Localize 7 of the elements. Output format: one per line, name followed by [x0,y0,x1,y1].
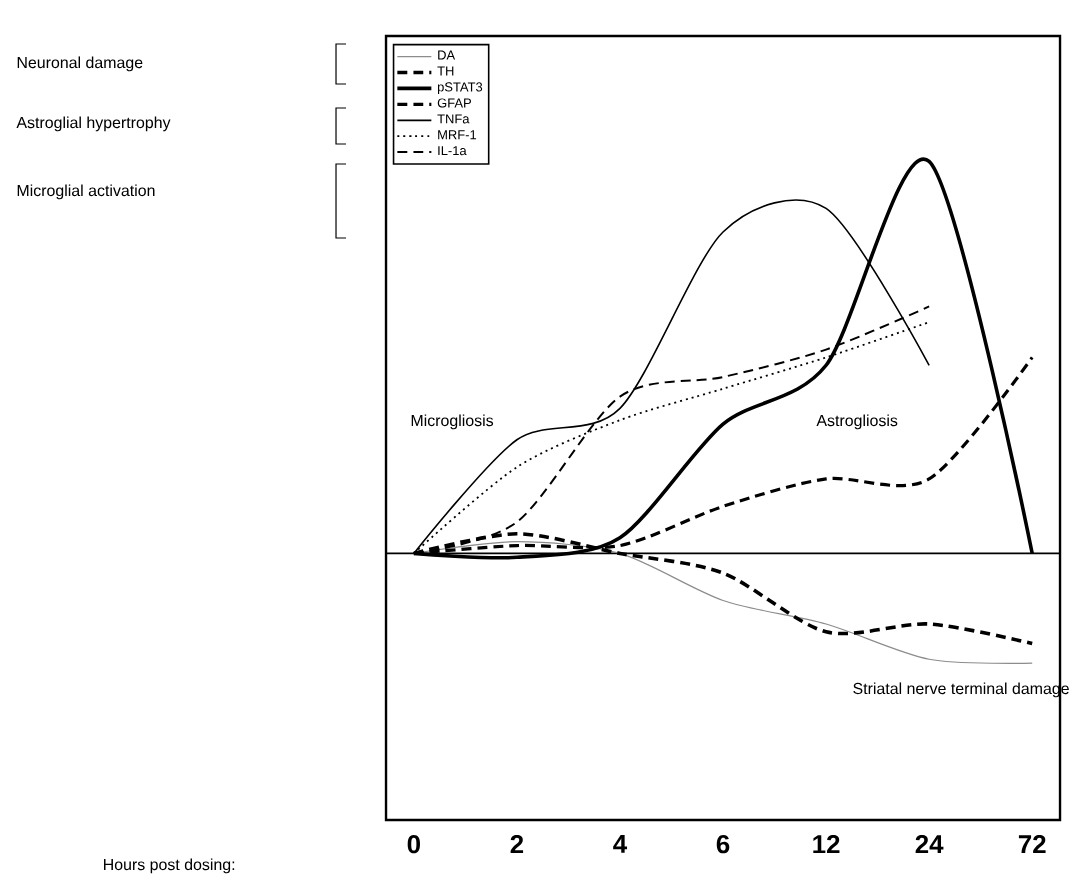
x-tick-label: 0 [407,835,420,854]
x-tick-label: 24 [915,835,944,854]
x-tick-label: 72 [1018,835,1046,854]
x-tick-label: 6 [716,835,730,854]
x-tick-label: 12 [813,835,840,854]
x-tick-label: 2 [510,835,524,854]
x-tick-label: 4 [613,835,628,853]
